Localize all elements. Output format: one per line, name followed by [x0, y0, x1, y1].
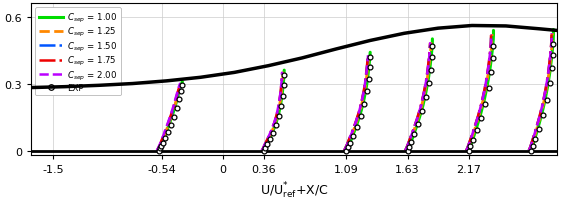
Legend: $C_{sep}$ = 1.00, $C_{sep}$ = 1.25, $C_{sep}$ = 1.50, $C_{sep}$ = 1.75, $C_{sep}: $C_{sep}$ = 1.00, $C_{sep}$ = 1.25, $C_{…	[35, 8, 121, 96]
X-axis label: U/U$_{\mathregular{ref}}^{*}$+X/C: U/U$_{\mathregular{ref}}^{*}$+X/C	[260, 180, 328, 200]
